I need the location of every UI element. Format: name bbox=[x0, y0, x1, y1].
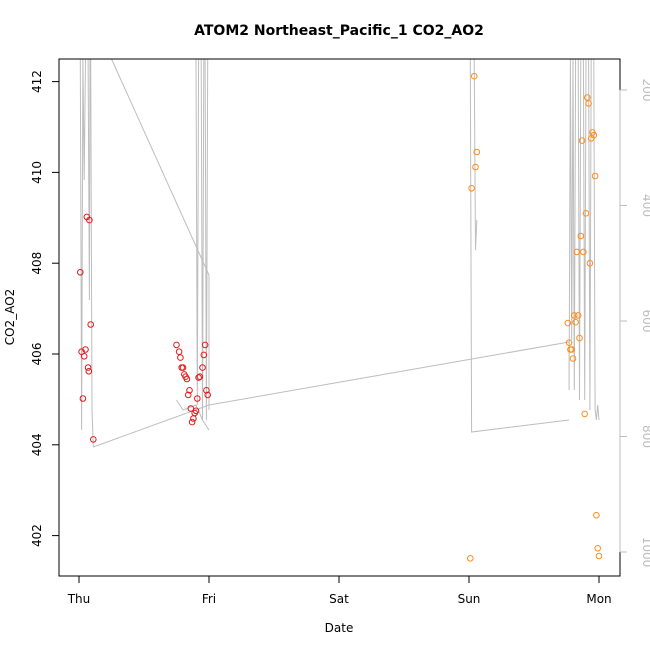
data-point bbox=[568, 346, 576, 353]
data-point bbox=[199, 364, 206, 371]
data-point bbox=[200, 351, 208, 359]
data-point bbox=[188, 418, 196, 426]
data-point bbox=[204, 391, 211, 399]
data-point bbox=[594, 545, 602, 552]
data-point bbox=[577, 232, 585, 240]
plot-frame bbox=[58, 58, 621, 577]
data-point bbox=[192, 407, 200, 415]
data-point bbox=[80, 353, 88, 360]
data-point bbox=[177, 354, 184, 361]
data-point bbox=[580, 248, 587, 256]
y-axis: 402 404 406 408 410 412 bbox=[30, 70, 59, 547]
data-point bbox=[573, 248, 581, 256]
trace-line bbox=[473, 58, 478, 251]
data-point bbox=[578, 137, 586, 144]
data-point bbox=[201, 341, 209, 349]
y-tick-label: 402 bbox=[30, 524, 44, 547]
trace-line bbox=[208, 341, 570, 406]
data-point bbox=[79, 395, 87, 402]
trace-lines bbox=[79, 58, 600, 448]
y-tick-label: 410 bbox=[30, 161, 44, 184]
data-point bbox=[593, 511, 600, 519]
data-point bbox=[86, 216, 93, 224]
data-point bbox=[196, 373, 204, 381]
data-point bbox=[175, 348, 183, 356]
data-point bbox=[194, 395, 201, 402]
x-tick-label: Mon bbox=[586, 592, 611, 606]
y2-tick-label: 600 bbox=[640, 310, 650, 333]
data-point bbox=[585, 100, 592, 107]
trace-line bbox=[568, 58, 600, 421]
data-point bbox=[186, 387, 193, 394]
data-point bbox=[77, 269, 84, 276]
trace-line bbox=[469, 58, 570, 433]
data-point bbox=[591, 172, 599, 180]
data-point bbox=[584, 94, 591, 101]
y2-tick-label: 400 bbox=[640, 194, 650, 217]
data-point bbox=[84, 364, 92, 371]
y-tick-label: 406 bbox=[30, 343, 44, 366]
data-point bbox=[190, 415, 197, 422]
data-point bbox=[590, 131, 598, 139]
data-point bbox=[569, 355, 577, 362]
data-point bbox=[90, 436, 97, 443]
data-point bbox=[195, 374, 202, 381]
x-tick-label: Thu bbox=[67, 592, 91, 606]
data-points bbox=[77, 72, 603, 562]
y2-tick-label: 1000 bbox=[640, 537, 650, 568]
data-point bbox=[183, 375, 191, 383]
x-tick-label: Sat bbox=[329, 592, 349, 606]
data-point bbox=[565, 339, 573, 347]
data-point bbox=[595, 552, 603, 560]
data-point bbox=[82, 346, 89, 353]
data-point bbox=[574, 312, 582, 319]
data-point bbox=[187, 405, 195, 412]
x-tick-label: Fri bbox=[202, 592, 216, 606]
trace-line bbox=[111, 58, 210, 410]
y2-tick-label: 800 bbox=[640, 425, 650, 448]
y-tick-label: 408 bbox=[30, 252, 44, 275]
y2-axis: 200 400 600 800 1000 bbox=[619, 79, 650, 568]
data-point bbox=[468, 185, 475, 192]
trace-line bbox=[79, 58, 94, 448]
data-point bbox=[203, 387, 210, 394]
data-point bbox=[87, 321, 94, 328]
y-tick-label: 412 bbox=[30, 70, 44, 93]
data-point bbox=[85, 368, 93, 375]
chart-title: ATOM2 Northeast_Pacific_1 CO2_AO2 bbox=[194, 23, 484, 39]
trace-line bbox=[195, 58, 209, 421]
data-point bbox=[576, 334, 583, 342]
trace-line bbox=[93, 404, 210, 448]
data-point bbox=[582, 210, 590, 217]
data-point bbox=[473, 148, 481, 156]
data-point bbox=[564, 319, 572, 327]
y-axis-label: CO2_AO2 bbox=[3, 289, 17, 346]
data-point bbox=[467, 555, 474, 562]
x-axis-label: Date bbox=[325, 621, 354, 635]
data-point bbox=[586, 259, 594, 267]
data-point bbox=[571, 312, 578, 319]
data-point bbox=[572, 318, 579, 326]
data-point bbox=[173, 341, 180, 349]
y-tick-label: 404 bbox=[30, 433, 44, 456]
data-point bbox=[179, 364, 187, 371]
data-point bbox=[581, 410, 589, 418]
y2-tick-label: 200 bbox=[640, 79, 650, 102]
x-axis: Thu Fri Sat Sun Mon bbox=[67, 576, 612, 606]
data-point bbox=[472, 163, 479, 171]
trace-line bbox=[176, 399, 210, 431]
data-point bbox=[184, 391, 192, 399]
x-tick-label: Sun bbox=[458, 592, 481, 606]
data-point bbox=[470, 72, 478, 80]
